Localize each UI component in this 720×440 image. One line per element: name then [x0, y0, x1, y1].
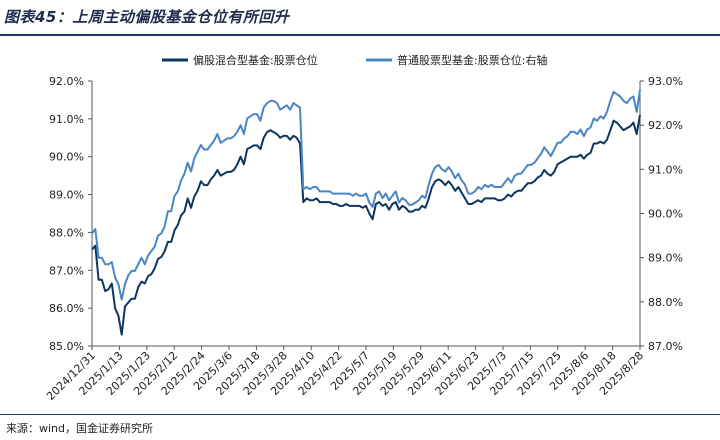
y-right-tick-label: 93.0% — [648, 75, 683, 88]
y-left-tick-label: 92.0% — [49, 75, 84, 88]
y-right-tick-label: 90.0% — [648, 208, 683, 221]
legend-label-2: 普通股票型基金:股票仓位:右轴 — [397, 53, 547, 67]
line-chart: 偏股混合型基金:股票仓位 普通股票型基金:股票仓位:右轴 85.0% 86.0% 87… — [44, 53, 683, 403]
legend: 偏股混合型基金:股票仓位 普通股票型基金:股票仓位:右轴 — [162, 53, 547, 67]
series-line-2 — [91, 89, 641, 301]
y-left-tick-label: 89.0% — [49, 189, 84, 202]
y-left-tick-label: 87.0% — [49, 264, 84, 277]
series-line-1 — [91, 114, 641, 336]
y-right-tick-label: 92.0% — [648, 119, 683, 132]
footer-divider — [0, 414, 720, 415]
title-divider — [0, 34, 720, 36]
series-lines — [91, 89, 641, 336]
y-right-tick-label: 88.0% — [648, 296, 683, 309]
source-note: 来源：wind，国金证券研究所 — [6, 422, 154, 435]
chart-title: 图表45：上周主动偏股基金仓位有所回升 — [4, 8, 290, 26]
y-left-tick-label: 86.0% — [49, 302, 84, 315]
y-right-tick-label: 89.0% — [648, 252, 683, 265]
y-right-tick-label: 87.0% — [648, 340, 683, 353]
y-left-tick-label: 85.0% — [49, 340, 84, 353]
axes: 85.0% 86.0% 87.0% 88.0% 89.0% 90.0% 91.0% 92.0%… — [44, 75, 683, 403]
y-left-tick-label: 91.0% — [49, 113, 84, 126]
y-left-tick-label: 88.0% — [49, 226, 84, 239]
legend-label-1: 偏股混合型基金:股票仓位 — [193, 53, 318, 67]
y-left-tick-label: 90.0% — [49, 151, 84, 164]
y-right-tick-label: 91.0% — [648, 163, 683, 176]
